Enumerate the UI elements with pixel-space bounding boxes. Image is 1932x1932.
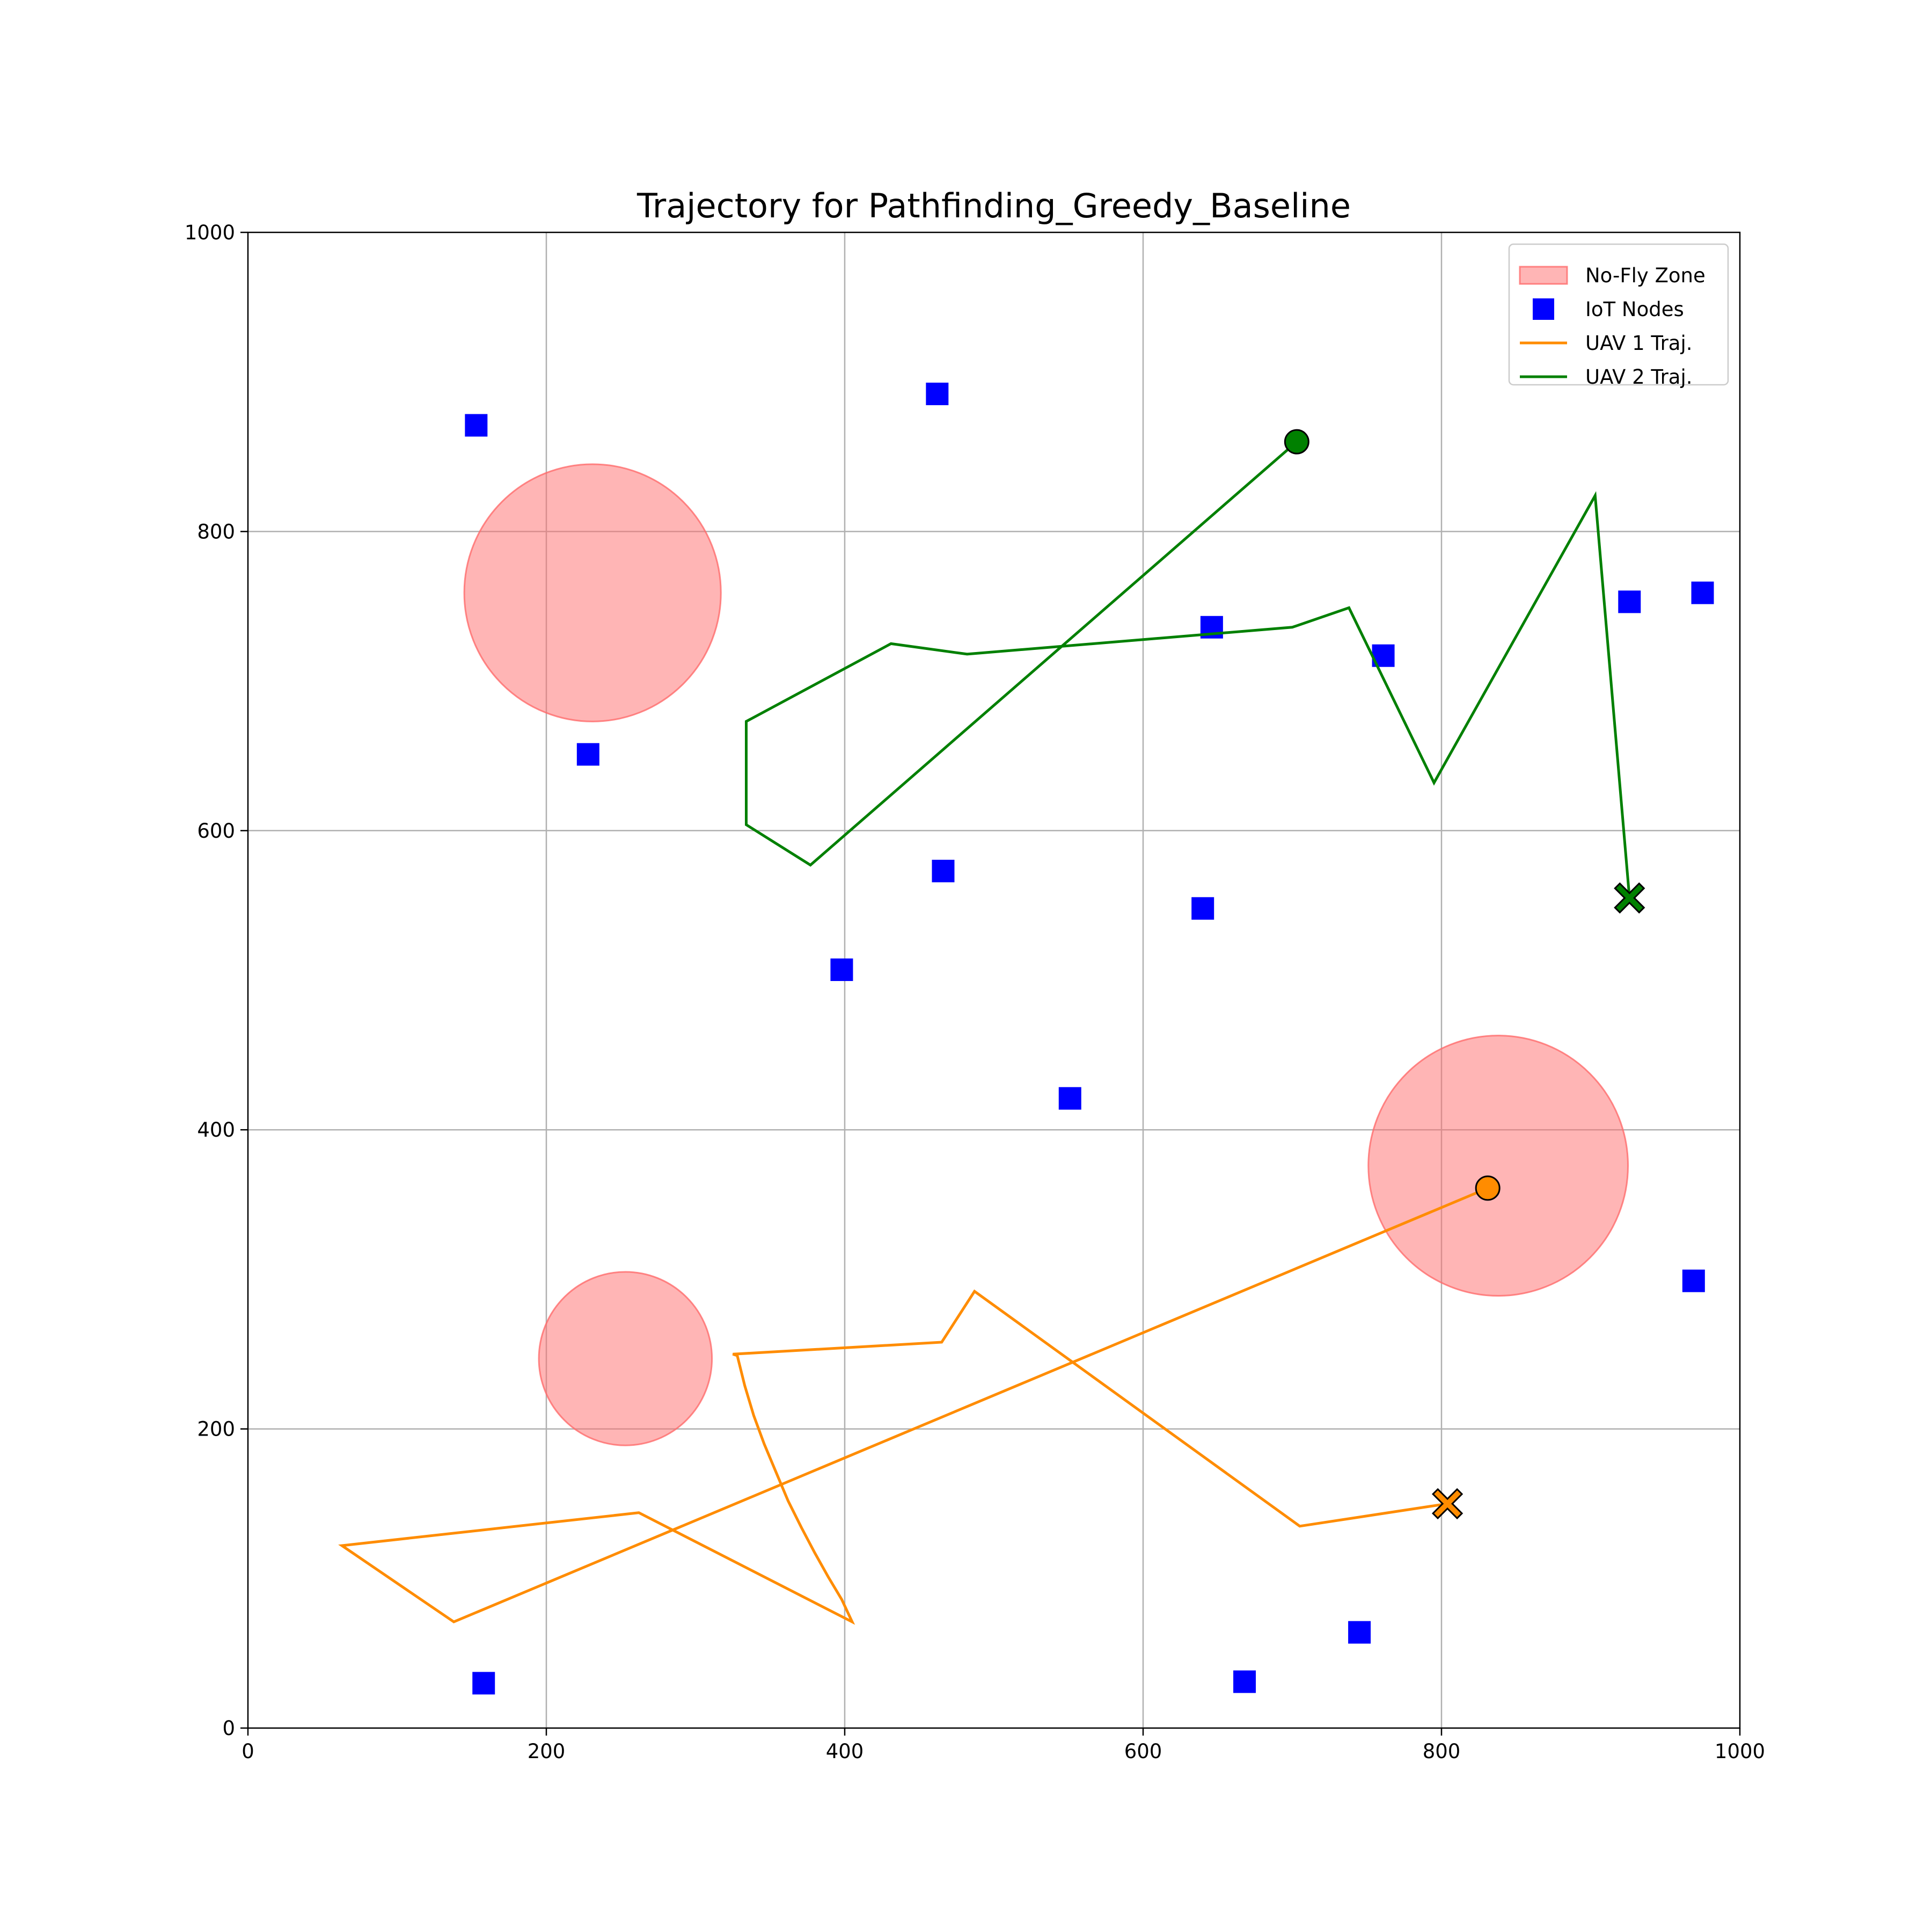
uav-1-end-marker — [1431, 1488, 1463, 1520]
axis-ticks: 0 200 400 600 800 1000 0 200 400 600 800 1000 — [185, 221, 1765, 1763]
no-fly-zone-2 — [1367, 1035, 1629, 1297]
y-tick-label-800: 800 — [197, 520, 235, 543]
uav-2-start-marker — [1284, 429, 1309, 455]
x-tick-label-200: 200 — [528, 1740, 566, 1763]
legend-label-0: No-Fly Zone — [1585, 264, 1706, 287]
uav-1-trajectory — [338, 1187, 1489, 1625]
chart-title: Trajectory for Pathfinding_Greedy_Baseli… — [636, 186, 1351, 225]
axes-frame — [247, 231, 1741, 1729]
iot-node-12 — [472, 1672, 495, 1695]
x-tick-label-0: 0 — [241, 1740, 254, 1763]
y-tick-label-600: 600 — [197, 819, 235, 843]
legend: No-Fly Zone IoT Nodes UAV 1 Traj. UAV 2 Tra… — [1508, 243, 1729, 389]
iot-node-10 — [1058, 1087, 1081, 1110]
iot-node-1 — [926, 382, 949, 405]
iot-node-2 — [576, 743, 599, 766]
no-fly-zone-1 — [538, 1271, 713, 1446]
legend-label-3: UAV 2 Traj. — [1585, 365, 1693, 389]
iot-node-8 — [1191, 897, 1214, 920]
y-tick-label-400: 400 — [197, 1118, 235, 1141]
iot-node-0 — [465, 414, 488, 437]
iot-node-9 — [830, 958, 853, 981]
legend-handle-iot-nodes — [1533, 298, 1554, 320]
legend-handle-no-fly-zone — [1519, 266, 1568, 285]
y-tick-label-0: 0 — [222, 1717, 235, 1740]
uav-2-end-marker — [1614, 882, 1645, 914]
uav-trajectories — [338, 441, 1631, 1625]
legend-label-1: IoT Nodes — [1585, 298, 1684, 321]
no-fly-zone-0 — [463, 463, 722, 722]
uav-1-start-marker — [1475, 1175, 1501, 1201]
iot-node-7 — [932, 860, 955, 883]
legend-label-2: UAV 1 Traj. — [1585, 332, 1693, 355]
no-fly-zones — [463, 463, 1629, 1446]
uav-2-trajectory — [745, 441, 1631, 898]
y-tick-label-1000: 1000 — [185, 221, 235, 244]
iot-node-14 — [1348, 1621, 1371, 1644]
x-tick-label-600: 600 — [1124, 1740, 1162, 1763]
iot-node-5 — [1618, 590, 1641, 613]
uav-markers — [1284, 429, 1645, 1520]
x-tick-label-1000: 1000 — [1715, 1740, 1765, 1763]
iot-nodes — [465, 382, 1714, 1695]
x-tick-label-800: 800 — [1423, 1740, 1461, 1763]
y-tick-label-200: 200 — [197, 1418, 235, 1441]
iot-node-11 — [1682, 1269, 1705, 1292]
iot-node-13 — [1233, 1670, 1256, 1693]
x-tick-label-400: 400 — [826, 1740, 864, 1763]
iot-node-6 — [1691, 581, 1714, 604]
